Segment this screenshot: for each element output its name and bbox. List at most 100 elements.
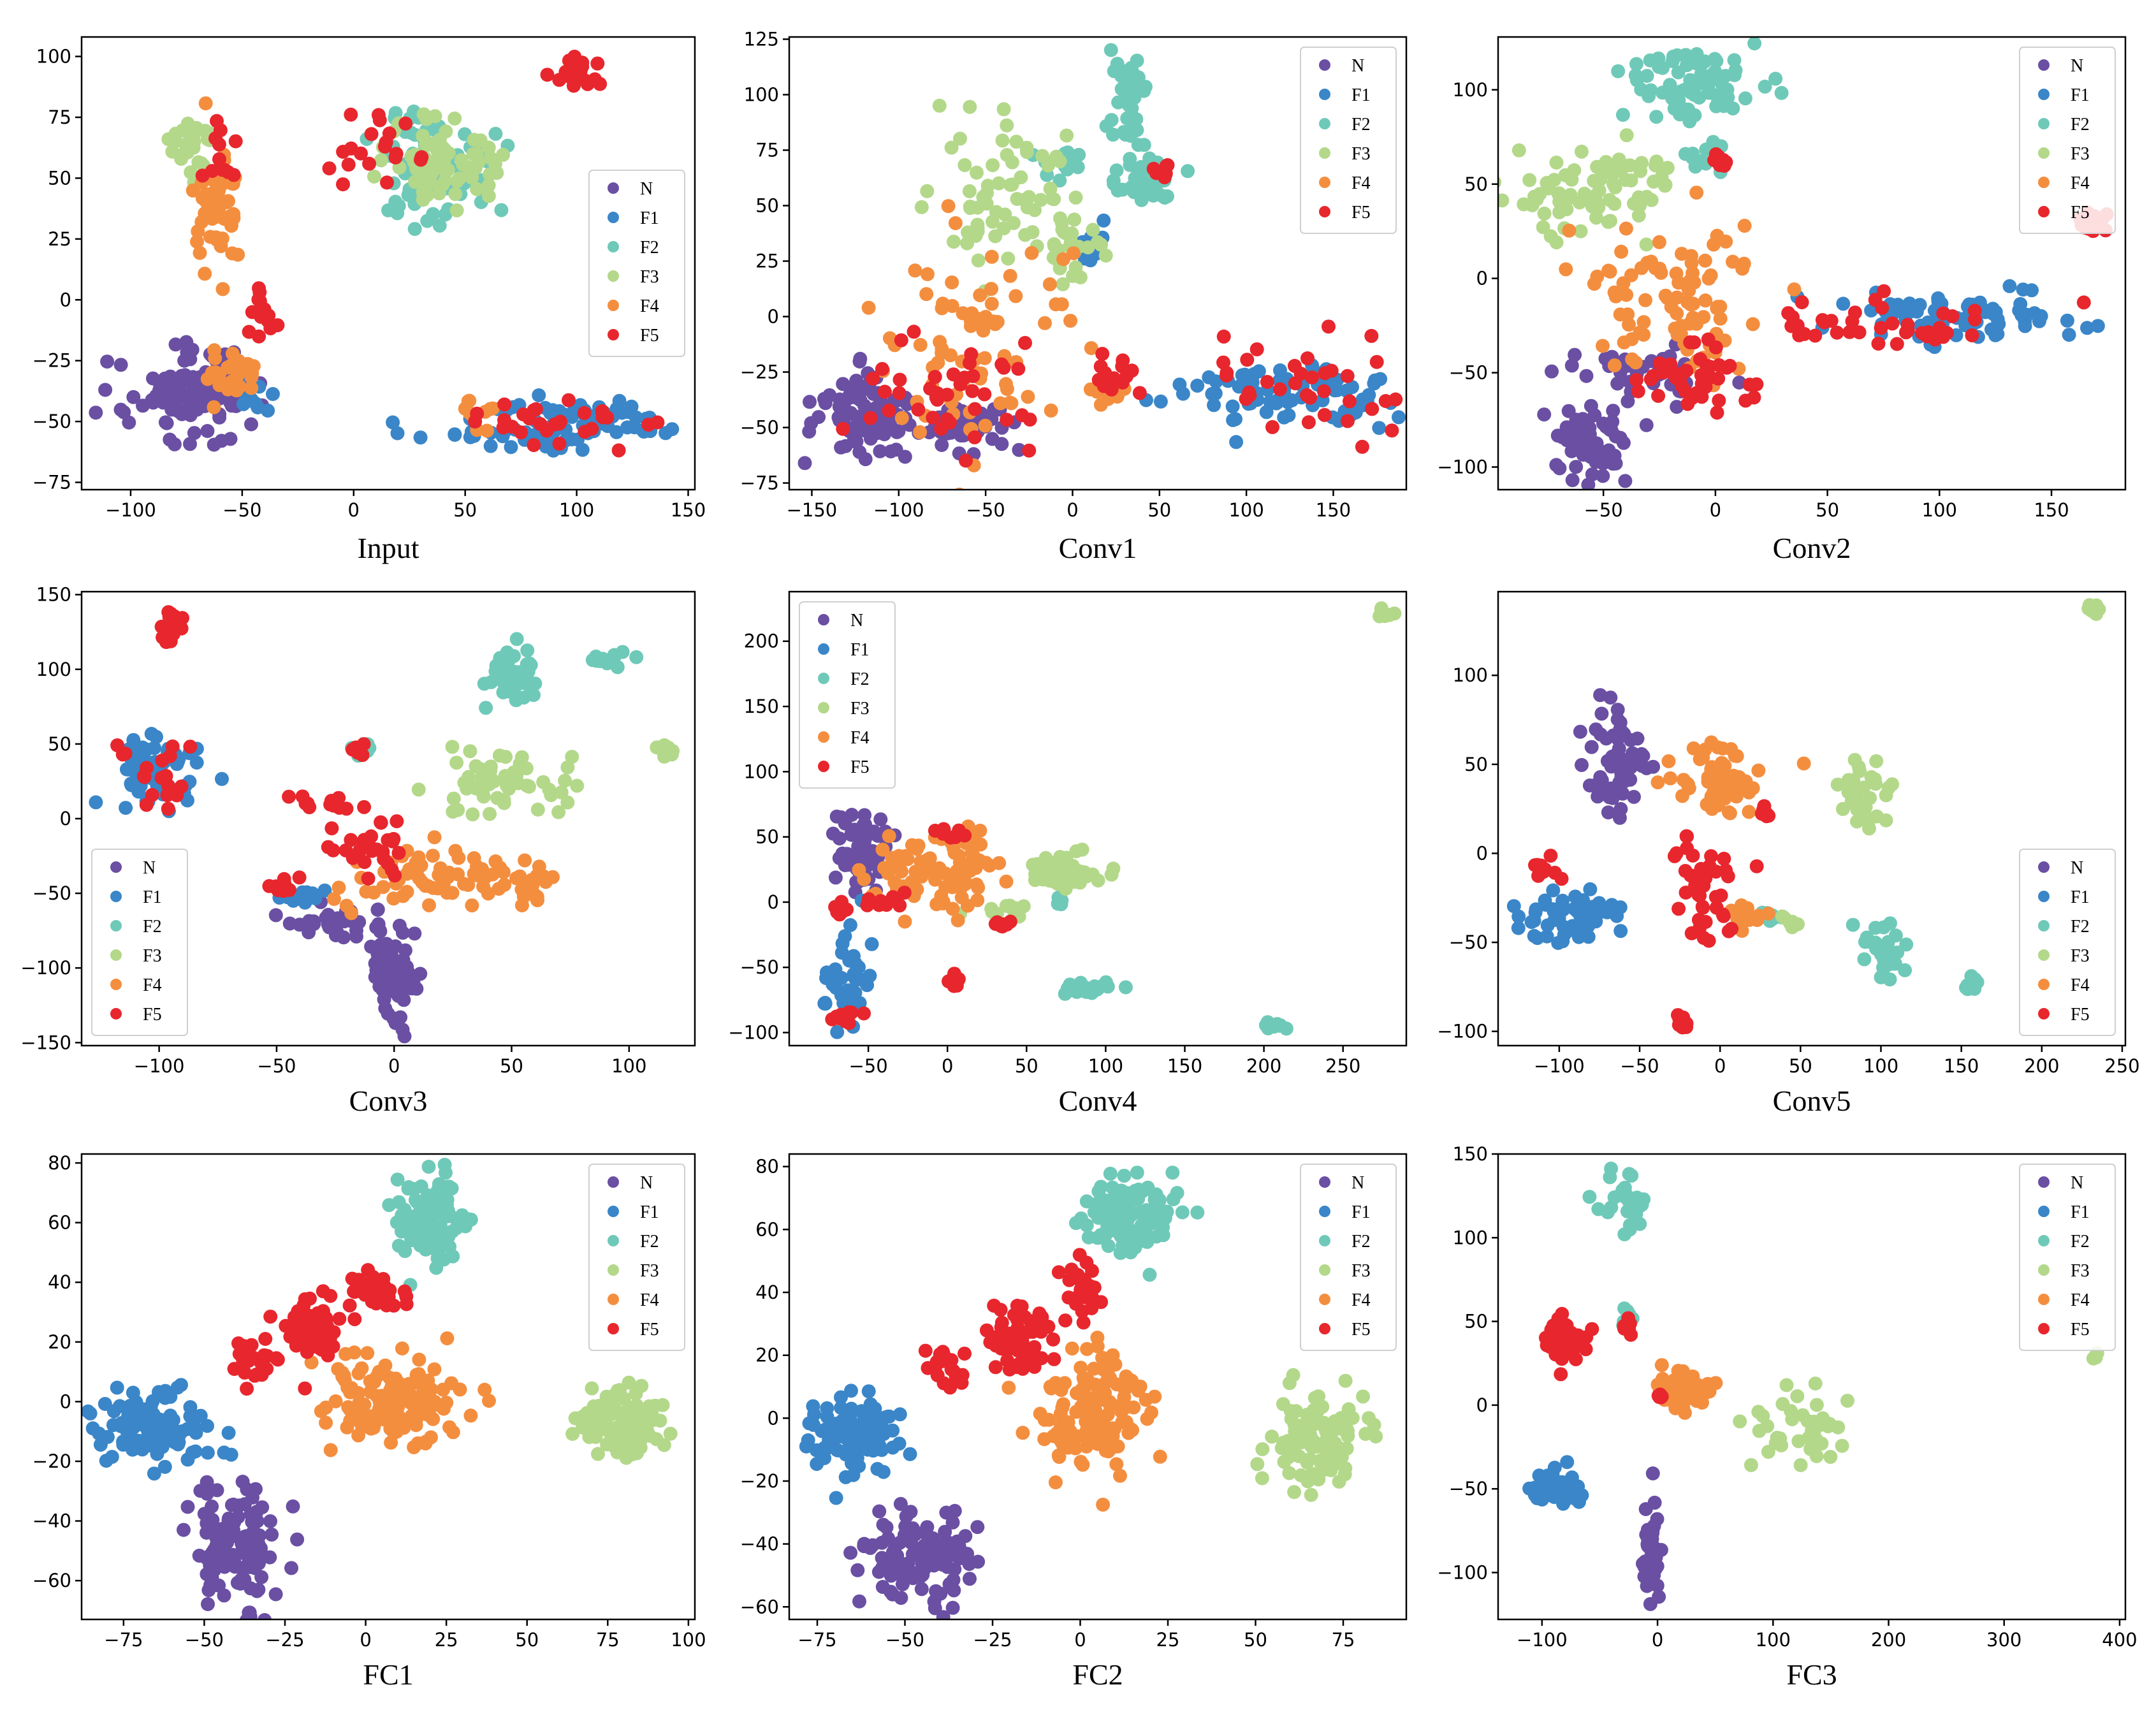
x-tick-label: 200 bbox=[2024, 1055, 2059, 1077]
point-f3 bbox=[1760, 1419, 1775, 1433]
point-f5 bbox=[1364, 328, 1379, 343]
point-f5 bbox=[1015, 408, 1030, 423]
point-n bbox=[1568, 347, 1582, 362]
point-n bbox=[926, 1558, 941, 1573]
point-n bbox=[836, 377, 850, 391]
point-n bbox=[177, 1523, 191, 1537]
point-f5 bbox=[376, 1272, 391, 1286]
point-f2 bbox=[1130, 1165, 1144, 1180]
point-f3 bbox=[1862, 821, 1876, 836]
point-f2 bbox=[439, 1165, 453, 1180]
point-f5 bbox=[1845, 314, 1860, 328]
legend-marker-f5 bbox=[608, 329, 619, 340]
x-tick-label: 50 bbox=[1244, 1629, 1267, 1651]
point-f5 bbox=[1680, 841, 1694, 856]
x-tick-label: 0 bbox=[360, 1629, 371, 1651]
point-n bbox=[1585, 467, 1599, 481]
x-tick-label: 75 bbox=[596, 1629, 620, 1651]
point-f2 bbox=[479, 701, 493, 715]
point-f5 bbox=[1701, 933, 1716, 948]
point-f4 bbox=[919, 287, 934, 302]
point-f3 bbox=[1498, 176, 1502, 188]
point-f3 bbox=[1602, 193, 1617, 207]
point-f3 bbox=[1840, 1394, 1854, 1408]
point-n bbox=[1569, 460, 1584, 474]
point-f1 bbox=[390, 426, 405, 441]
point-f3 bbox=[1375, 606, 1390, 620]
legend-marker-f4 bbox=[818, 731, 829, 743]
point-f5 bbox=[958, 370, 972, 385]
point-f4 bbox=[376, 880, 391, 895]
point-f1 bbox=[504, 440, 518, 455]
legend-label-f5: F5 bbox=[640, 326, 659, 346]
point-f3 bbox=[649, 1432, 664, 1447]
point-f1 bbox=[2014, 308, 2029, 323]
legend-label-f3: F3 bbox=[2071, 144, 2090, 164]
point-f5 bbox=[1709, 900, 1724, 915]
point-f3 bbox=[1864, 770, 1879, 784]
panel-title: Conv4 bbox=[1059, 1085, 1137, 1117]
point-f5 bbox=[1249, 342, 1264, 356]
point-f4 bbox=[1710, 301, 1724, 316]
point-f3 bbox=[656, 744, 671, 759]
point-n bbox=[838, 439, 853, 453]
point-f5 bbox=[1322, 319, 1336, 334]
y-tick-label: −60 bbox=[740, 1596, 779, 1618]
point-f3 bbox=[481, 140, 496, 155]
point-f5 bbox=[911, 402, 926, 417]
x-tick-label: −50 bbox=[1584, 499, 1623, 521]
point-n bbox=[1599, 731, 1613, 746]
point-f4 bbox=[1021, 390, 1035, 404]
point-n bbox=[1584, 740, 1599, 754]
point-f3 bbox=[1067, 212, 1082, 227]
panel-input: −100 −50 0 50 100 150−75−50−250255075100Input… bbox=[33, 36, 706, 564]
point-f1 bbox=[1978, 305, 1993, 319]
point-f2 bbox=[432, 218, 447, 233]
x-tick-label: 0 bbox=[1074, 1629, 1086, 1651]
point-f1 bbox=[839, 1431, 854, 1445]
point-f3 bbox=[1744, 1457, 1758, 1472]
legend-marker-f1 bbox=[1319, 1206, 1330, 1217]
point-f3 bbox=[1047, 237, 1061, 251]
point-f5 bbox=[381, 1290, 396, 1304]
point-f4 bbox=[1074, 1454, 1088, 1469]
point-f4 bbox=[1710, 740, 1725, 755]
point-f4 bbox=[1079, 1439, 1094, 1454]
point-f3 bbox=[1028, 873, 1042, 887]
point-f1 bbox=[1367, 373, 1382, 388]
point-f4 bbox=[412, 1352, 426, 1367]
y-tick-label: 50 bbox=[755, 195, 779, 217]
point-f2 bbox=[441, 1229, 456, 1244]
legend-marker-f5 bbox=[1319, 1323, 1330, 1334]
point-n bbox=[372, 958, 386, 973]
point-f1 bbox=[92, 1426, 106, 1441]
point-f4 bbox=[463, 1408, 478, 1423]
point-f3 bbox=[1060, 128, 1074, 143]
point-f2 bbox=[1175, 1205, 1190, 1220]
point-f3 bbox=[454, 153, 469, 168]
panel-title: Conv2 bbox=[1773, 532, 1851, 564]
point-f5 bbox=[1061, 1290, 1076, 1305]
point-n bbox=[873, 444, 887, 458]
point-f3 bbox=[1639, 237, 1654, 252]
panel-conv3: −100 −50 0 50 100−150−100−50050100150Conv3NF… bbox=[20, 584, 696, 1117]
point-f5 bbox=[1028, 1314, 1043, 1329]
point-f5 bbox=[1885, 316, 1900, 331]
point-f4 bbox=[973, 837, 988, 852]
point-f1 bbox=[1207, 398, 1221, 413]
legend-label-n: N bbox=[850, 611, 863, 631]
point-f1 bbox=[875, 1443, 889, 1457]
point-f3 bbox=[1589, 210, 1603, 225]
y-tick-label: −100 bbox=[1437, 1021, 1488, 1042]
point-f3 bbox=[1255, 1442, 1270, 1456]
x-tick-label: 150 bbox=[671, 499, 706, 521]
point-n bbox=[1584, 398, 1598, 413]
point-n bbox=[407, 926, 422, 941]
point-n bbox=[1608, 429, 1623, 444]
point-n bbox=[290, 1532, 305, 1547]
point-f3 bbox=[1053, 211, 1067, 226]
point-f1 bbox=[1229, 435, 1244, 449]
point-f5 bbox=[1554, 1336, 1568, 1350]
